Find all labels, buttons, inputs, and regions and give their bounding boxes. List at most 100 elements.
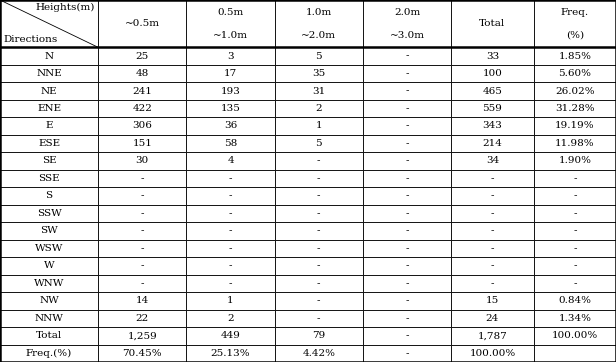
- Text: 30: 30: [136, 156, 149, 165]
- Text: 2: 2: [227, 314, 234, 323]
- Text: 343: 343: [482, 122, 502, 130]
- Bar: [533, 275, 616, 292]
- Text: 35: 35: [312, 69, 325, 78]
- Text: 3: 3: [227, 51, 234, 60]
- Bar: [98, 257, 187, 275]
- Text: 306: 306: [132, 122, 152, 130]
- Text: W: W: [44, 261, 54, 270]
- Bar: [533, 152, 616, 170]
- Bar: [0, 170, 98, 187]
- Text: SSE: SSE: [38, 174, 60, 183]
- Text: -: -: [405, 104, 409, 113]
- Bar: [0, 152, 98, 170]
- Bar: [275, 240, 363, 257]
- Bar: [363, 170, 451, 187]
- Bar: [451, 170, 533, 187]
- Bar: [451, 222, 533, 240]
- Text: -: -: [405, 209, 409, 218]
- Bar: [98, 222, 187, 240]
- Text: -: -: [405, 122, 409, 130]
- Bar: [451, 205, 533, 222]
- Text: -: -: [317, 261, 320, 270]
- Text: -: -: [229, 244, 232, 253]
- Bar: [0, 292, 98, 310]
- Text: 31.28%: 31.28%: [555, 104, 594, 113]
- Text: -: -: [405, 87, 409, 96]
- Text: -: -: [405, 296, 409, 305]
- Bar: [533, 310, 616, 327]
- Text: -: -: [491, 261, 494, 270]
- Text: S: S: [46, 191, 52, 201]
- Bar: [187, 135, 275, 152]
- Bar: [533, 0, 616, 47]
- Text: 1,259: 1,259: [128, 331, 157, 340]
- Bar: [98, 292, 187, 310]
- Bar: [98, 152, 187, 170]
- Text: ~2.0m: ~2.0m: [301, 30, 336, 39]
- Text: 193: 193: [221, 87, 240, 96]
- Bar: [187, 187, 275, 205]
- Text: (%): (%): [565, 30, 584, 39]
- Bar: [275, 152, 363, 170]
- Bar: [363, 65, 451, 82]
- Text: -: -: [229, 191, 232, 201]
- Text: -: -: [491, 191, 494, 201]
- Text: -: -: [405, 261, 409, 270]
- Bar: [533, 65, 616, 82]
- Bar: [187, 240, 275, 257]
- Text: -: -: [491, 226, 494, 235]
- Bar: [533, 240, 616, 257]
- Bar: [187, 152, 275, 170]
- Bar: [533, 100, 616, 117]
- Bar: [533, 222, 616, 240]
- Bar: [187, 205, 275, 222]
- Bar: [275, 292, 363, 310]
- Text: -: -: [229, 279, 232, 288]
- Bar: [187, 310, 275, 327]
- Bar: [187, 275, 275, 292]
- Text: -: -: [229, 174, 232, 183]
- Text: 70.45%: 70.45%: [123, 349, 162, 358]
- Bar: [451, 152, 533, 170]
- Bar: [0, 205, 98, 222]
- Text: 14: 14: [136, 296, 149, 305]
- Text: WNW: WNW: [34, 279, 64, 288]
- Bar: [363, 275, 451, 292]
- Bar: [533, 47, 616, 65]
- Bar: [98, 135, 187, 152]
- Text: -: -: [405, 279, 409, 288]
- Text: 0.84%: 0.84%: [558, 296, 591, 305]
- Bar: [0, 257, 98, 275]
- Text: 1.90%: 1.90%: [558, 156, 591, 165]
- Bar: [0, 275, 98, 292]
- Bar: [533, 257, 616, 275]
- Text: 5: 5: [315, 51, 322, 60]
- Text: 58: 58: [224, 139, 237, 148]
- Text: -: -: [573, 191, 577, 201]
- Bar: [0, 240, 98, 257]
- Text: 36: 36: [224, 122, 237, 130]
- Bar: [275, 310, 363, 327]
- Bar: [98, 100, 187, 117]
- Text: -: -: [140, 226, 144, 235]
- Text: -: -: [317, 174, 320, 183]
- Text: WSW: WSW: [35, 244, 63, 253]
- Text: 1.34%: 1.34%: [558, 314, 591, 323]
- Bar: [451, 345, 533, 362]
- Text: ~0.5m: ~0.5m: [124, 19, 160, 28]
- Text: 17: 17: [224, 69, 237, 78]
- Bar: [363, 310, 451, 327]
- Bar: [533, 292, 616, 310]
- Text: -: -: [491, 209, 494, 218]
- Bar: [98, 187, 187, 205]
- Bar: [275, 205, 363, 222]
- Bar: [275, 0, 363, 47]
- Text: 465: 465: [482, 87, 502, 96]
- Bar: [0, 65, 98, 82]
- Text: 34: 34: [486, 156, 499, 165]
- Bar: [98, 310, 187, 327]
- Bar: [533, 327, 616, 345]
- Text: Heights(m): Heights(m): [36, 3, 95, 12]
- Bar: [451, 135, 533, 152]
- Bar: [533, 117, 616, 135]
